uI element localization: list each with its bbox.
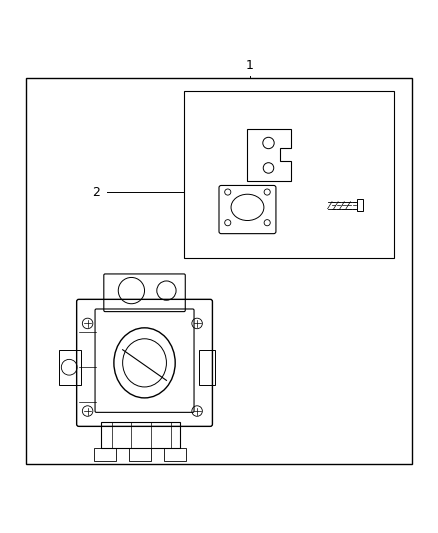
Bar xyxy=(26,78,412,464)
Bar xyxy=(94,448,116,462)
Bar xyxy=(184,91,394,258)
Text: 2: 2 xyxy=(92,185,100,198)
Bar xyxy=(101,422,180,448)
Bar xyxy=(59,350,81,385)
Text: 1: 1 xyxy=(246,59,254,71)
Bar xyxy=(129,448,151,462)
Bar xyxy=(164,448,186,462)
Bar xyxy=(199,350,215,385)
